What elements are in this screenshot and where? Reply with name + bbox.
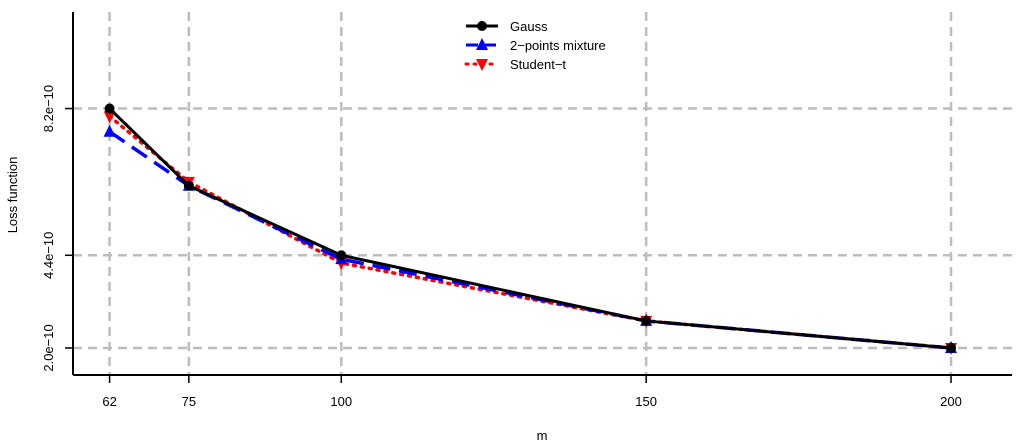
y-tick-label: 8.2e−10	[41, 85, 56, 132]
axes	[72, 12, 1012, 376]
series-0	[104, 103, 957, 353]
grid-lines	[73, 12, 1012, 375]
data-point	[104, 103, 115, 114]
legend-item: Gauss	[466, 19, 548, 34]
data-point	[183, 180, 194, 191]
y-axis-title: Loss function	[5, 157, 20, 234]
data-point	[103, 124, 116, 137]
data-point	[641, 315, 652, 326]
series-group	[103, 103, 958, 355]
y-tick-label: 4.4e−10	[41, 232, 56, 279]
series-line	[107, 114, 953, 350]
legend-label: Student−t	[510, 57, 566, 72]
data-point	[477, 21, 487, 31]
data-point	[336, 250, 347, 261]
x-tick-label: 62	[102, 394, 116, 409]
y-tick-label: 2.0e−10	[41, 324, 56, 371]
x-tick-label: 100	[330, 394, 352, 409]
legend-label: 2−points mixture	[510, 38, 606, 53]
data-point	[476, 38, 488, 50]
x-tick-label: 200	[940, 394, 962, 409]
series-2	[103, 111, 958, 355]
x-ticks: 62 75 100 150 200	[102, 375, 962, 409]
data-point	[946, 342, 957, 353]
series-line	[108, 130, 952, 350]
series-1	[103, 124, 958, 353]
x-tick-label: 75	[182, 394, 196, 409]
legend: Gauss 2−points mixture Student−t	[464, 19, 606, 72]
data-point	[103, 111, 116, 124]
x-axis-title: m	[537, 428, 548, 443]
legend-item: 2−points mixture	[466, 38, 606, 53]
series-line	[108, 107, 952, 350]
legend-label: Gauss	[510, 19, 548, 34]
y-ticks: 8.2e−10 4.4e−10 2.0e−10	[41, 85, 73, 372]
data-point	[476, 59, 488, 71]
x-tick-label: 150	[635, 394, 657, 409]
legend-item: Student−t	[464, 57, 566, 72]
